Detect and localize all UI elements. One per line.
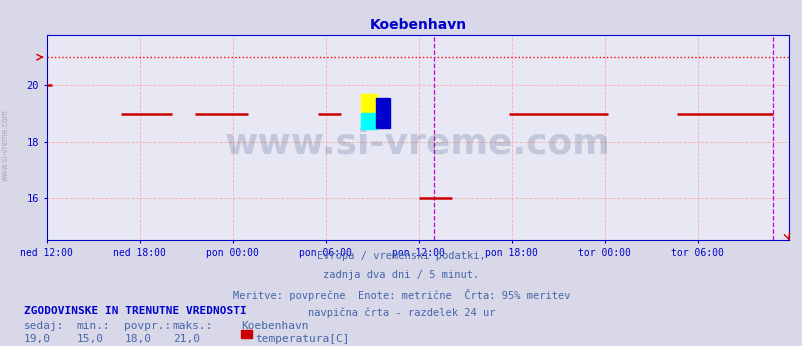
- Text: 18,0: 18,0: [124, 334, 152, 344]
- Text: ZGODOVINSKE IN TRENUTNE VREDNOSTI: ZGODOVINSKE IN TRENUTNE VREDNOSTI: [24, 306, 246, 316]
- Text: navpična črta - razdelek 24 ur: navpična črta - razdelek 24 ur: [307, 308, 495, 318]
- Text: Meritve: povprečne  Enote: metrične  Črta: 95% meritev: Meritve: povprečne Enote: metrične Črta:…: [233, 289, 569, 301]
- Text: povpr.:: povpr.:: [124, 321, 172, 331]
- Text: maks.:: maks.:: [172, 321, 213, 331]
- Bar: [360, 113, 377, 129]
- Text: Evropa / vremenski podatki,: Evropa / vremenski podatki,: [317, 251, 485, 261]
- Text: www.si-vreme.com: www.si-vreme.com: [1, 109, 10, 181]
- Text: Koebenhavn: Koebenhavn: [241, 321, 308, 331]
- Bar: [360, 94, 377, 113]
- Text: min.:: min.:: [76, 321, 110, 331]
- Bar: [375, 98, 390, 128]
- Text: 19,0: 19,0: [24, 334, 51, 344]
- Text: 15,0: 15,0: [76, 334, 103, 344]
- Text: sedaj:: sedaj:: [24, 321, 64, 331]
- Text: www.si-vreme.com: www.si-vreme.com: [225, 127, 610, 161]
- Text: 21,0: 21,0: [172, 334, 200, 344]
- Title: Koebenhavn: Koebenhavn: [369, 18, 466, 32]
- Text: temperatura[C]: temperatura[C]: [255, 334, 350, 344]
- Text: zadnja dva dni / 5 minut.: zadnja dva dni / 5 minut.: [323, 270, 479, 280]
